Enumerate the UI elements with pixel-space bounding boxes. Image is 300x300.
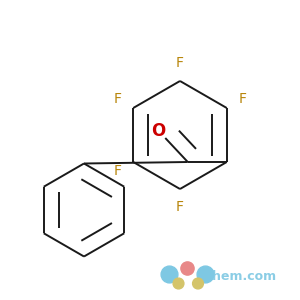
Circle shape [161, 266, 178, 283]
Text: F: F [176, 200, 184, 214]
Text: F: F [114, 164, 122, 178]
Text: F: F [114, 92, 122, 106]
Circle shape [173, 278, 184, 289]
Text: F: F [238, 92, 246, 106]
Circle shape [193, 278, 203, 289]
Circle shape [197, 266, 214, 283]
Text: Chem.com: Chem.com [203, 269, 277, 283]
Circle shape [181, 262, 194, 275]
Text: O: O [151, 122, 165, 140]
Text: F: F [176, 56, 184, 70]
